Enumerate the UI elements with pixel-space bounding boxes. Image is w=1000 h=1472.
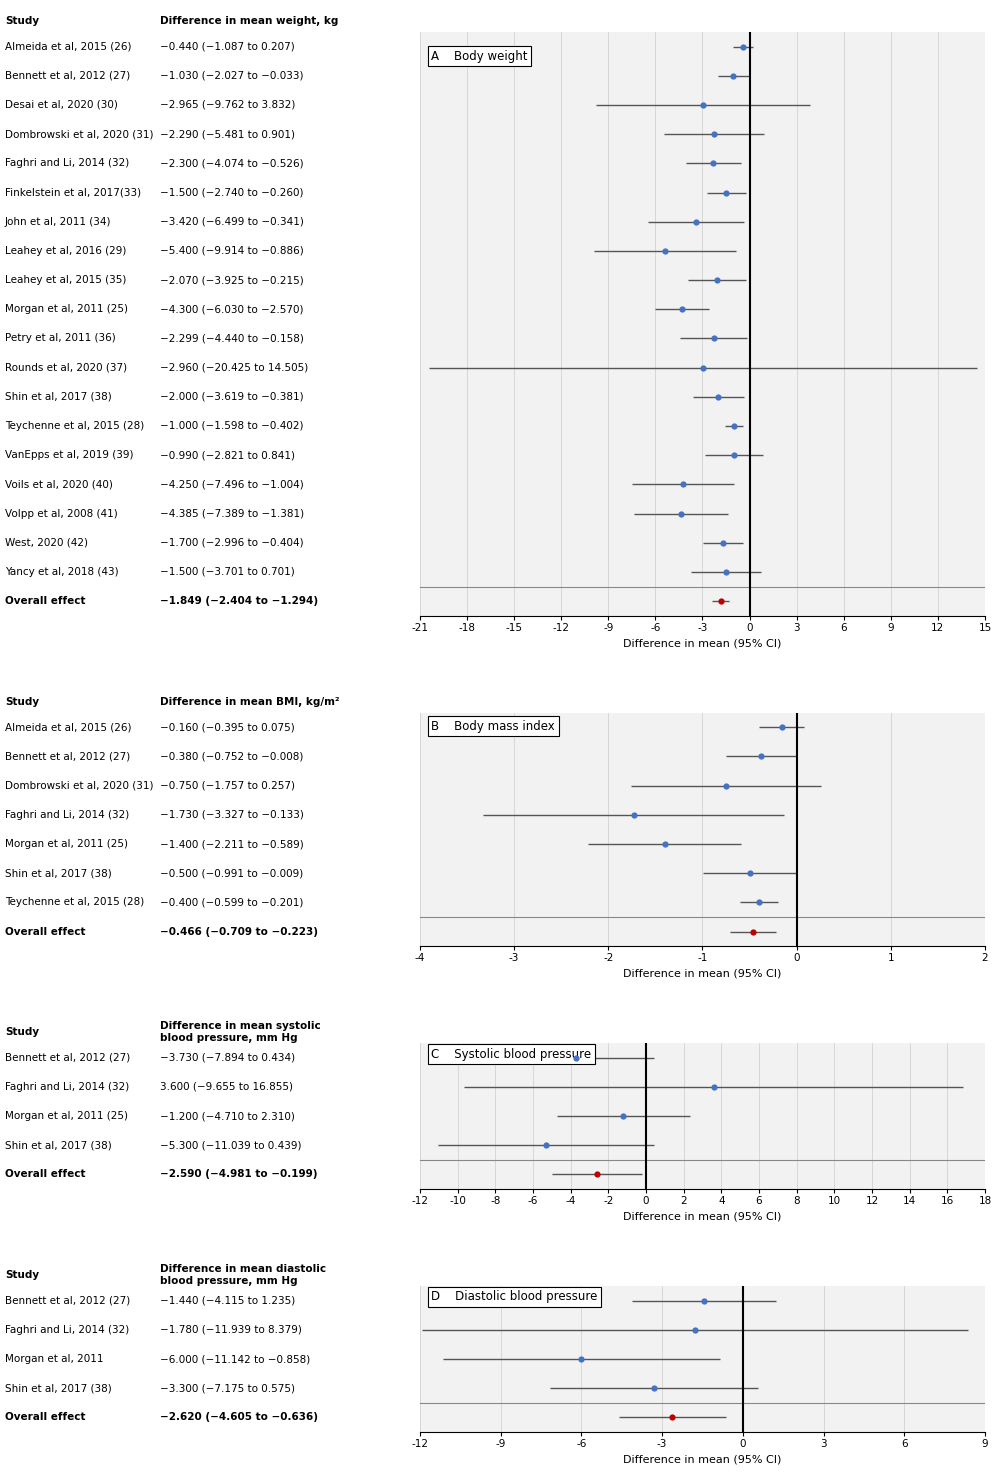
Text: Voils et al, 2020 (40): Voils et al, 2020 (40) — [5, 480, 113, 489]
Text: Shin et al, 2017 (38): Shin et al, 2017 (38) — [5, 392, 112, 402]
Text: Almeida et al, 2015 (26): Almeida et al, 2015 (26) — [5, 723, 132, 732]
Text: −2.965 (−9.762 to 3.832): −2.965 (−9.762 to 3.832) — [160, 100, 295, 110]
Text: Study: Study — [5, 1027, 39, 1038]
Text: −2.299 (−4.440 to −0.158): −2.299 (−4.440 to −0.158) — [160, 334, 304, 343]
Text: Faghri and Li, 2014 (32): Faghri and Li, 2014 (32) — [5, 810, 129, 820]
Text: −6.000 (−11.142 to −0.858): −6.000 (−11.142 to −0.858) — [160, 1354, 310, 1365]
Text: John et al, 2011 (34): John et al, 2011 (34) — [5, 216, 112, 227]
Text: B    Body mass index: B Body mass index — [431, 720, 555, 733]
Text: Shin et al, 2017 (38): Shin et al, 2017 (38) — [5, 1141, 112, 1150]
Text: −1.849 (−2.404 to −1.294): −1.849 (−2.404 to −1.294) — [160, 596, 318, 606]
Text: −2.290 (−5.481 to 0.901): −2.290 (−5.481 to 0.901) — [160, 130, 295, 140]
Text: −1.500 (−2.740 to −0.260): −1.500 (−2.740 to −0.260) — [160, 187, 304, 197]
Text: −0.160 (−0.395 to 0.075): −0.160 (−0.395 to 0.075) — [160, 723, 295, 732]
Text: −0.750 (−1.757 to 0.257): −0.750 (−1.757 to 0.257) — [160, 780, 295, 790]
Text: −0.400 (−0.599 to −0.201): −0.400 (−0.599 to −0.201) — [160, 898, 303, 907]
Text: Overall effect: Overall effect — [5, 926, 86, 936]
Text: −3.420 (−6.499 to −0.341): −3.420 (−6.499 to −0.341) — [160, 216, 304, 227]
Text: Morgan et al, 2011 (25): Morgan et al, 2011 (25) — [5, 1111, 128, 1122]
Text: Shin et al, 2017 (38): Shin et al, 2017 (38) — [5, 868, 112, 879]
Text: −1.200 (−4.710 to 2.310): −1.200 (−4.710 to 2.310) — [160, 1111, 295, 1122]
Text: 3.600 (−9.655 to 16.855): 3.600 (−9.655 to 16.855) — [160, 1082, 293, 1092]
Text: Difference in mean weight, kg: Difference in mean weight, kg — [160, 16, 338, 26]
Text: Finkelstein et al, 2017(33): Finkelstein et al, 2017(33) — [5, 187, 141, 197]
Text: Volpp et al, 2008 (41): Volpp et al, 2008 (41) — [5, 508, 118, 518]
Text: Difference in mean systolic
blood pressure, mm Hg: Difference in mean systolic blood pressu… — [160, 1022, 321, 1044]
Text: Morgan et al, 2011: Morgan et al, 2011 — [5, 1354, 104, 1365]
Text: D    Diastolic blood pressure: D Diastolic blood pressure — [431, 1291, 598, 1304]
Text: Overall effect: Overall effect — [5, 1413, 86, 1422]
Text: −1.030 (−2.027 to −0.033): −1.030 (−2.027 to −0.033) — [160, 71, 304, 81]
Text: −0.440 (−1.087 to 0.207): −0.440 (−1.087 to 0.207) — [160, 41, 295, 52]
Text: −2.590 (−4.981 to −0.199): −2.590 (−4.981 to −0.199) — [160, 1169, 318, 1179]
Text: Study: Study — [5, 1270, 39, 1281]
Text: −2.960 (−20.425 to 14.505): −2.960 (−20.425 to 14.505) — [160, 362, 308, 372]
Text: Desai et al, 2020 (30): Desai et al, 2020 (30) — [5, 100, 118, 110]
Text: Morgan et al, 2011 (25): Morgan et al, 2011 (25) — [5, 839, 128, 849]
Text: Yancy et al, 2018 (43): Yancy et al, 2018 (43) — [5, 567, 119, 577]
Text: Overall effect: Overall effect — [5, 596, 86, 606]
Text: −0.466 (−0.709 to −0.223): −0.466 (−0.709 to −0.223) — [160, 926, 318, 936]
Text: −1.780 (−11.939 to 8.379): −1.780 (−11.939 to 8.379) — [160, 1325, 302, 1335]
Text: Bennett et al, 2012 (27): Bennett et al, 2012 (27) — [5, 752, 130, 761]
Text: A    Body weight: A Body weight — [431, 50, 528, 62]
Text: −4.300 (−6.030 to −2.570): −4.300 (−6.030 to −2.570) — [160, 305, 304, 314]
Text: −1.700 (−2.996 to −0.404): −1.700 (−2.996 to −0.404) — [160, 537, 304, 548]
Text: Morgan et al, 2011 (25): Morgan et al, 2011 (25) — [5, 305, 128, 314]
Text: C    Systolic blood pressure: C Systolic blood pressure — [431, 1048, 591, 1060]
Text: −1.400 (−2.211 to −0.589): −1.400 (−2.211 to −0.589) — [160, 839, 304, 849]
Text: Study: Study — [5, 16, 39, 26]
Text: −1.500 (−3.701 to 0.701): −1.500 (−3.701 to 0.701) — [160, 567, 295, 577]
Text: Dombrowski et al, 2020 (31): Dombrowski et al, 2020 (31) — [5, 130, 154, 140]
Text: Dombrowski et al, 2020 (31): Dombrowski et al, 2020 (31) — [5, 780, 154, 790]
Text: Rounds et al, 2020 (37): Rounds et al, 2020 (37) — [5, 362, 127, 372]
Text: Bennett et al, 2012 (27): Bennett et al, 2012 (27) — [5, 1295, 130, 1306]
Text: Almeida et al, 2015 (26): Almeida et al, 2015 (26) — [5, 41, 132, 52]
Text: Teychenne et al, 2015 (28): Teychenne et al, 2015 (28) — [5, 898, 144, 907]
Text: VanEpps et al, 2019 (39): VanEpps et al, 2019 (39) — [5, 450, 134, 461]
Text: −5.400 (−9.914 to −0.886): −5.400 (−9.914 to −0.886) — [160, 246, 304, 256]
Text: Leahey et al, 2016 (29): Leahey et al, 2016 (29) — [5, 246, 126, 256]
Text: −3.730 (−7.894 to 0.434): −3.730 (−7.894 to 0.434) — [160, 1052, 295, 1063]
Text: West, 2020 (42): West, 2020 (42) — [5, 537, 88, 548]
Text: −2.070 (−3.925 to −0.215): −2.070 (−3.925 to −0.215) — [160, 275, 304, 286]
Text: Bennett et al, 2012 (27): Bennett et al, 2012 (27) — [5, 1052, 130, 1063]
Text: Difference in mean diastolic
blood pressure, mm Hg: Difference in mean diastolic blood press… — [160, 1264, 326, 1287]
Text: −3.300 (−7.175 to 0.575): −3.300 (−7.175 to 0.575) — [160, 1384, 295, 1393]
Text: Overall effect: Overall effect — [5, 1169, 86, 1179]
Text: −2.300 (−4.074 to −0.526): −2.300 (−4.074 to −0.526) — [160, 159, 304, 168]
X-axis label: Difference in mean (95% CI): Difference in mean (95% CI) — [623, 969, 782, 979]
X-axis label: Difference in mean (95% CI): Difference in mean (95% CI) — [623, 1454, 782, 1465]
Text: −5.300 (−11.039 to 0.439): −5.300 (−11.039 to 0.439) — [160, 1141, 302, 1150]
Text: Leahey et al, 2015 (35): Leahey et al, 2015 (35) — [5, 275, 126, 286]
Text: Bennett et al, 2012 (27): Bennett et al, 2012 (27) — [5, 71, 130, 81]
Text: −4.250 (−7.496 to −1.004): −4.250 (−7.496 to −1.004) — [160, 480, 304, 489]
Text: −0.990 (−2.821 to 0.841): −0.990 (−2.821 to 0.841) — [160, 450, 295, 461]
Text: Difference in mean BMI, kg/m²: Difference in mean BMI, kg/m² — [160, 696, 340, 707]
Text: −0.380 (−0.752 to −0.008): −0.380 (−0.752 to −0.008) — [160, 752, 303, 761]
X-axis label: Difference in mean (95% CI): Difference in mean (95% CI) — [623, 639, 782, 648]
Text: Shin et al, 2017 (38): Shin et al, 2017 (38) — [5, 1384, 112, 1393]
Text: Faghri and Li, 2014 (32): Faghri and Li, 2014 (32) — [5, 159, 129, 168]
Text: −1.440 (−4.115 to 1.235): −1.440 (−4.115 to 1.235) — [160, 1295, 295, 1306]
Text: −2.000 (−3.619 to −0.381): −2.000 (−3.619 to −0.381) — [160, 392, 304, 402]
Text: Petry et al, 2011 (36): Petry et al, 2011 (36) — [5, 334, 116, 343]
Text: Study: Study — [5, 696, 39, 707]
Text: −1.730 (−3.327 to −0.133): −1.730 (−3.327 to −0.133) — [160, 810, 304, 820]
X-axis label: Difference in mean (95% CI): Difference in mean (95% CI) — [623, 1211, 782, 1222]
Text: −1.000 (−1.598 to −0.402): −1.000 (−1.598 to −0.402) — [160, 421, 304, 431]
Text: −2.620 (−4.605 to −0.636): −2.620 (−4.605 to −0.636) — [160, 1413, 318, 1422]
Text: Teychenne et al, 2015 (28): Teychenne et al, 2015 (28) — [5, 421, 144, 431]
Text: −0.500 (−0.991 to −0.009): −0.500 (−0.991 to −0.009) — [160, 868, 303, 879]
Text: Faghri and Li, 2014 (32): Faghri and Li, 2014 (32) — [5, 1082, 129, 1092]
Text: −4.385 (−7.389 to −1.381): −4.385 (−7.389 to −1.381) — [160, 508, 304, 518]
Text: Faghri and Li, 2014 (32): Faghri and Li, 2014 (32) — [5, 1325, 129, 1335]
